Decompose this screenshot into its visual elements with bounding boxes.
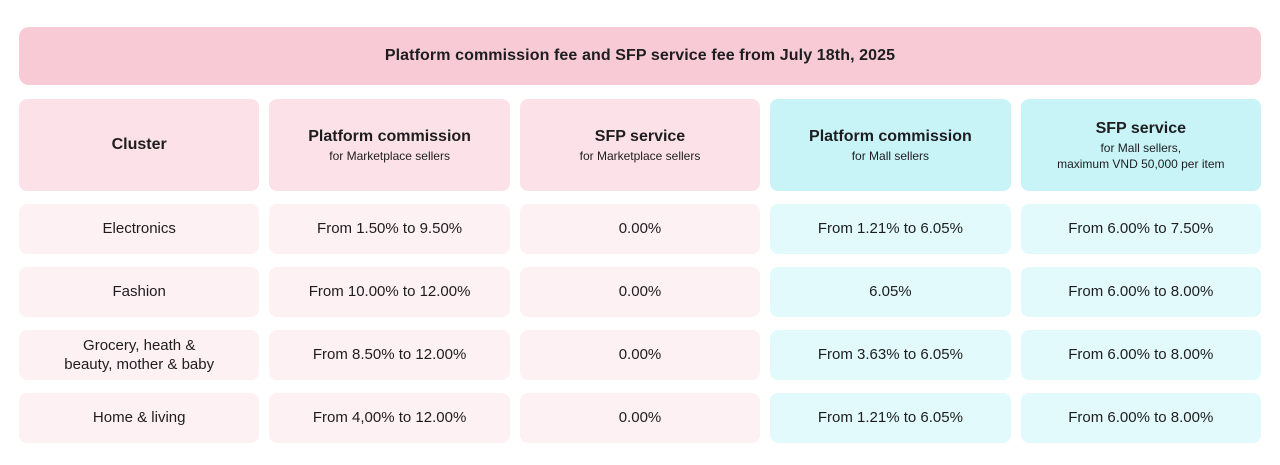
table-cell-cluster: Home & living (19, 393, 260, 443)
table-cell-platform-commission-marketplace: From 1.50% to 9.50% (269, 204, 510, 254)
table-cell-platform-commission-mall: From 3.63% to 6.05% (770, 330, 1011, 380)
table-cell-sfp-service-mall: From 6.00% to 8.00% (1020, 267, 1261, 317)
table-cell-sfp-service-marketplace: 0.00% (519, 393, 761, 443)
column-subtitle: for Mall sellers, maximum VND 50,000 per… (1057, 140, 1225, 171)
column-header-platform-commission-mall: Platform commission for Mall sellers (770, 99, 1011, 191)
column-title: SFP service (594, 128, 686, 146)
table-cell-platform-commission-mall: From 1.21% to 6.05% (770, 393, 1011, 443)
column-subtitle: for Mall sellers (851, 148, 930, 163)
table-cell-platform-commission-marketplace: From 10.00% to 12.00% (269, 267, 510, 317)
fee-table: Cluster Platform commission for Marketpl… (19, 99, 1261, 443)
column-header-cluster: Cluster (19, 99, 260, 191)
table-cell-sfp-service-mall: From 6.00% to 7.50% (1020, 204, 1261, 254)
page-title: Platform commission fee and SFP service … (384, 47, 896, 64)
fee-table-page: Platform commission fee and SFP service … (19, 27, 1261, 443)
table-cell-cluster: Grocery, heath & beauty, mother & baby (19, 330, 260, 380)
table-cell-sfp-service-marketplace: 0.00% (519, 330, 761, 380)
table-cell-sfp-service-mall: From 6.00% to 8.00% (1020, 330, 1261, 380)
column-header-sfp-service-mall: SFP service for Mall sellers, maximum VN… (1020, 99, 1261, 191)
table-cell-platform-commission-marketplace: From 8.50% to 12.00% (269, 330, 510, 380)
table-cell-platform-commission-marketplace: From 4,00% to 12.00% (269, 393, 510, 443)
table-cell-cluster: Electronics (19, 204, 260, 254)
column-subtitle: for Marketplace sellers (579, 148, 701, 163)
table-cell-sfp-service-marketplace: 0.00% (519, 204, 761, 254)
column-header-sfp-service-marketplace: SFP service for Marketplace sellers (519, 99, 761, 191)
column-title: Platform commission (308, 128, 471, 146)
column-title: Platform commission (809, 128, 972, 146)
column-subtitle: for Marketplace sellers (329, 148, 450, 163)
title-banner: Platform commission fee and SFP service … (19, 27, 1261, 85)
table-cell-platform-commission-mall: 6.05% (770, 267, 1011, 317)
column-header-platform-commission-marketplace: Platform commission for Marketplace sell… (269, 99, 510, 191)
column-title: Cluster (111, 136, 167, 154)
column-title: SFP service (1095, 120, 1186, 138)
table-cell-sfp-service-marketplace: 0.00% (519, 267, 761, 317)
table-cell-cluster: Fashion (19, 267, 260, 317)
table-cell-platform-commission-mall: From 1.21% to 6.05% (770, 204, 1011, 254)
table-cell-sfp-service-mall: From 6.00% to 8.00% (1020, 393, 1261, 443)
